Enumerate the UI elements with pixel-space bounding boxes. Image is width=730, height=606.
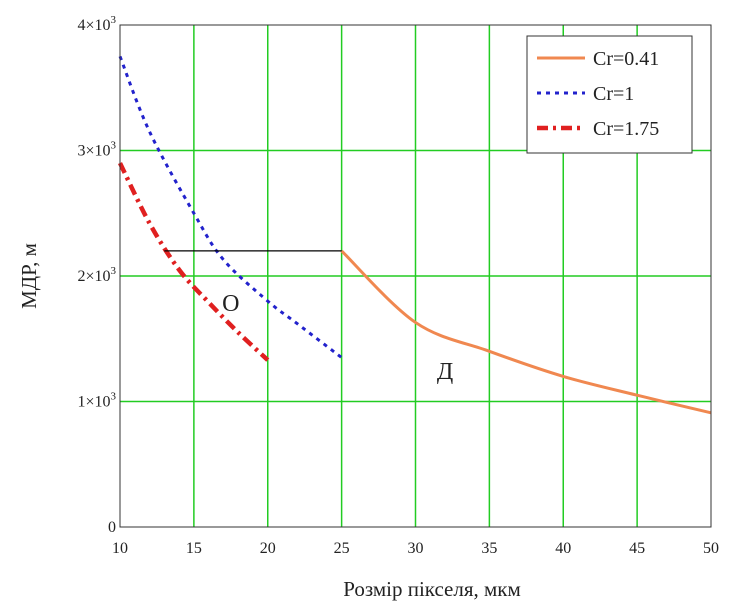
x-tick-labels: 10 15 20 25 30 35 40 45 50 [112, 540, 719, 557]
x-axis-label: Розмір пікселя, мкм [343, 577, 521, 601]
y-axis-label: МДР, м [17, 243, 41, 309]
x-tick-label: 40 [555, 540, 571, 557]
x-tick-label: 45 [629, 540, 645, 557]
annotation-label: Д [437, 359, 453, 385]
legend-label: Cr=0.41 [593, 48, 659, 70]
x-tick-label: 50 [703, 540, 719, 557]
legend-label: Cr=1.75 [593, 118, 659, 140]
legend: Cr=0.41 Cr=1 Cr=1.75 [526, 35, 693, 154]
series-line-2 [118, 55, 343, 359]
series-group [117, 55, 712, 415]
x-tick-label: 30 [408, 540, 424, 557]
legend-label: Cr=1 [593, 83, 634, 105]
y-tick-label: 3×103 [77, 140, 116, 160]
y-tick-label: 2×103 [77, 265, 116, 285]
series-line-3 [117, 162, 270, 362]
y-tick-labels: 0 1×103 2×103 3×103 4×103 [77, 14, 116, 536]
plot-frame [119, 24, 712, 528]
x-tick-label: 15 [186, 540, 202, 557]
x-tick-label: 25 [334, 540, 350, 557]
x-tick-label: 10 [112, 540, 128, 557]
annotation-label: О [222, 291, 239, 317]
series-line-1 [340, 249, 712, 415]
x-tick-label: 20 [260, 540, 276, 557]
annotations-group: ОД [222, 291, 453, 385]
x-tick-label: 35 [481, 540, 497, 557]
y-tick-label: 1×103 [77, 391, 116, 411]
y-tick-label: 4×103 [77, 14, 116, 34]
y-tick-label: 0 [108, 519, 116, 536]
legend-box [526, 35, 693, 154]
